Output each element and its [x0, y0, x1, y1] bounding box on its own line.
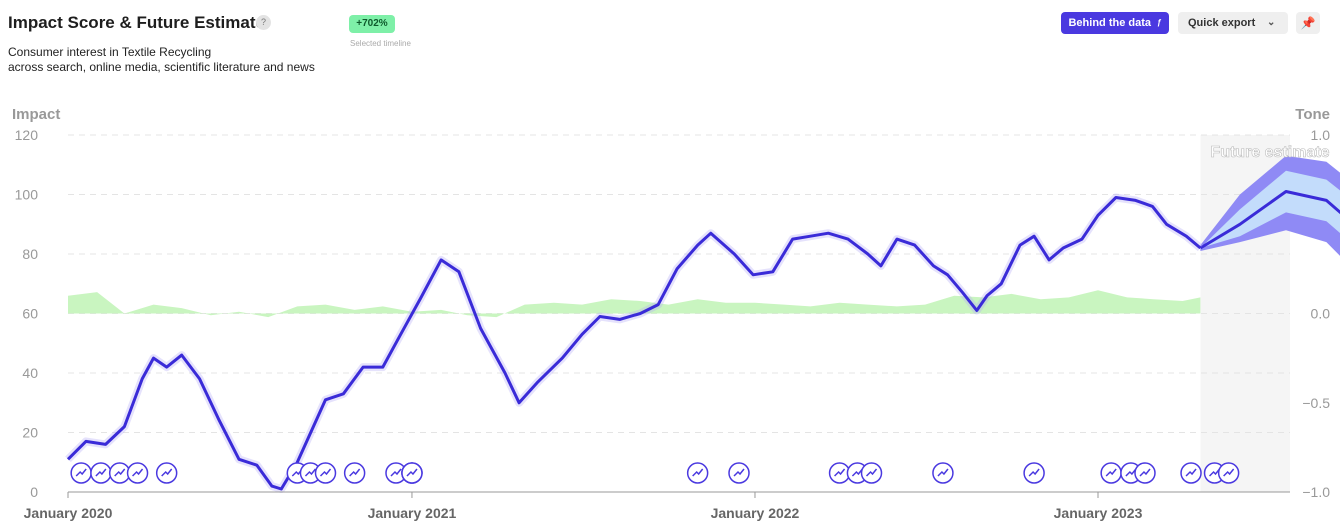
- trend-icon: [1028, 468, 1040, 477]
- x-tick-label: January 2022: [711, 505, 800, 521]
- behind-the-data-label: Behind the data: [1068, 17, 1151, 29]
- future-estimate-label: Future estimate: [1210, 144, 1329, 161]
- trend-icon: [114, 468, 126, 477]
- trend-icon: [161, 468, 173, 477]
- info-icon: ƒ: [1157, 18, 1162, 27]
- chevron-down-icon: ⌄: [1267, 17, 1276, 28]
- trend-icon: [692, 468, 704, 477]
- trend-icon: [390, 468, 402, 477]
- growth-badge: +702%: [349, 15, 395, 33]
- badge-caption: Selected timeline: [350, 39, 411, 48]
- chart-header: Impact Score & Future Estimate ? Consume…: [0, 0, 1340, 90]
- chart-subtitle: Consumer interest in Textile Recycling a…: [8, 45, 315, 75]
- trend-icon: [1139, 468, 1151, 477]
- trend-icon: [834, 468, 846, 477]
- impact-line: [66, 196, 1202, 491]
- trend-icon: [95, 468, 107, 477]
- left-tick-label: 80: [22, 246, 38, 262]
- impact-line-glow: [65, 193, 1203, 493]
- trend-icon: [1185, 468, 1197, 477]
- trend-icon: [937, 468, 949, 477]
- subtitle-line-1: Consumer interest in Textile Recycling: [8, 45, 212, 59]
- right-tick-label: −0.5: [1302, 395, 1330, 411]
- trend-icon: [319, 468, 332, 477]
- trend-icon: [132, 468, 144, 477]
- chart-title: Impact Score & Future Estimate: [8, 13, 265, 32]
- left-tick-label: 40: [22, 365, 38, 381]
- trend-icon: [1208, 468, 1221, 477]
- forecast-mid-line: [1199, 190, 1340, 250]
- trend-icon: [406, 468, 418, 477]
- x-tick-label: January 2023: [1054, 505, 1143, 521]
- left-tick-label: 0: [30, 484, 38, 500]
- tone-area: [68, 290, 1201, 318]
- left-axis-label: Impact: [12, 106, 60, 123]
- left-tick-label: 120: [15, 127, 39, 143]
- help-icon[interactable]: ?: [256, 15, 271, 30]
- trend-icon: [851, 468, 864, 477]
- trend-icon: [1223, 468, 1235, 477]
- quick-export-dropdown[interactable]: Quick export ⌄: [1178, 12, 1288, 34]
- subtitle-line-2: across search, online media, scientific …: [8, 60, 315, 74]
- trend-icon: [349, 468, 361, 477]
- left-tick-label: 60: [22, 306, 38, 322]
- x-tick-label: January 2021: [368, 505, 457, 521]
- left-tick-label: 20: [22, 425, 38, 441]
- behind-the-data-button[interactable]: Behind the data ƒ: [1061, 12, 1169, 34]
- trend-icon: [1125, 468, 1137, 477]
- left-tick-label: 100: [15, 187, 39, 203]
- right-tick-label: 1.0: [1311, 127, 1331, 143]
- right-tick-label: 0.0: [1311, 306, 1331, 322]
- trend-icon: [733, 468, 745, 477]
- trend-icon: [865, 468, 878, 477]
- quick-export-label: Quick export: [1188, 17, 1256, 29]
- impact-chart: 020406080100120−1.0−0.50.00.51.0ImpactTo…: [12, 106, 1340, 521]
- pin-icon[interactable]: 📌: [1296, 12, 1320, 34]
- right-tick-label: −1.0: [1302, 484, 1330, 500]
- trend-icon: [304, 468, 317, 477]
- trend-icon: [1105, 468, 1117, 477]
- right-axis-label: Tone: [1295, 106, 1330, 123]
- x-tick-label: January 2020: [24, 505, 113, 521]
- trend-icon: [75, 468, 87, 477]
